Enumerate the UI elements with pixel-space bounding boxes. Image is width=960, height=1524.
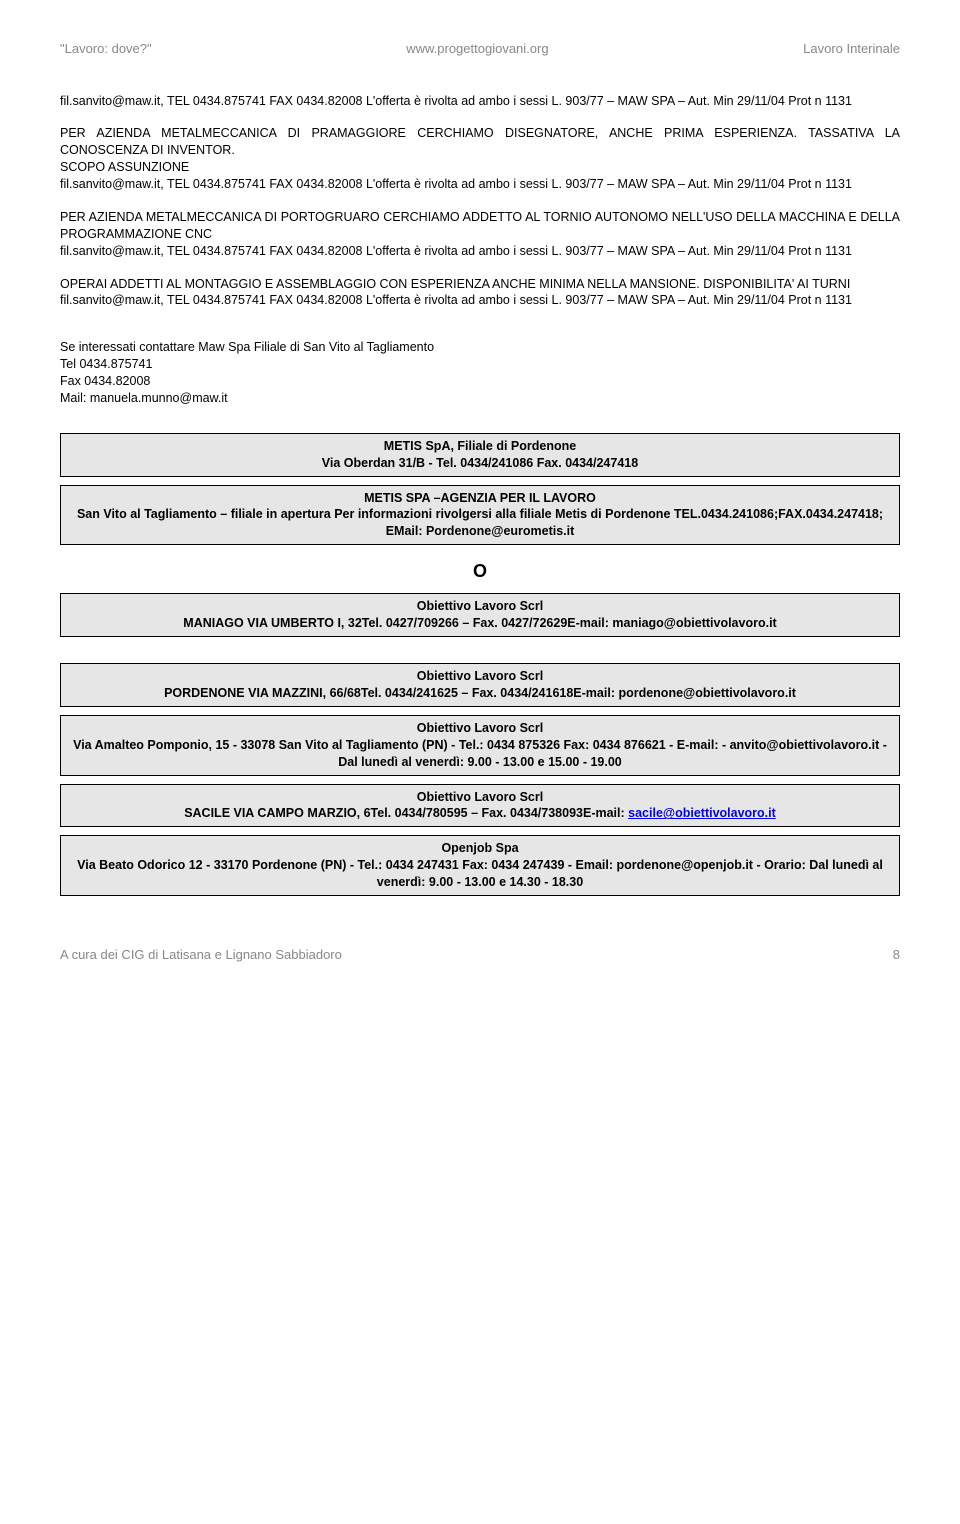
metis2-line2: San Vito al Tagliamento – filiale in ape…: [67, 506, 893, 540]
metis1-line1: METIS SpA, Filiale di Pordenone: [67, 438, 893, 455]
ob2-line2: PORDENONE VIA MAZZINI, 66/68Tel. 0434/24…: [67, 685, 893, 702]
header-center: www.progettogiovani.org: [406, 40, 548, 58]
header-left: "Lavoro: dove?": [60, 40, 152, 58]
page-header: "Lavoro: dove?" www.progettogiovani.org …: [60, 40, 900, 58]
p2-text1: PER AZIENDA METALMECCANICA DI PRAMAGGIOR…: [60, 126, 900, 157]
openjob-line2: Via Beato Odorico 12 - 33170 Pordenone (…: [67, 857, 893, 891]
contact-line3: Fax 0434.82008: [60, 374, 150, 388]
ob3-line2: Via Amalteo Pomponio, 15 - 33078 San Vit…: [67, 737, 893, 771]
p3-text2: fil.sanvito@maw.it, TEL 0434.875741 FAX …: [60, 244, 852, 258]
box-obiettivo-3: Obiettivo Lavoro Scrl Via Amalteo Pompon…: [60, 715, 900, 776]
ob1-line1: Obiettivo Lavoro Scrl: [67, 598, 893, 615]
p4-text2: fil.sanvito@maw.it, TEL 0434.875741 FAX …: [60, 293, 852, 307]
ob4-line2: SACILE VIA CAMPO MARZIO, 6Tel. 0434/7805…: [67, 805, 893, 822]
paragraph-2: PER AZIENDA METALMECCANICA DI PRAMAGGIOR…: [60, 125, 900, 193]
box-obiettivo-4: Obiettivo Lavoro Scrl SACILE VIA CAMPO M…: [60, 784, 900, 828]
box-openjob: Openjob Spa Via Beato Odorico 12 - 33170…: [60, 835, 900, 896]
contact-block: Se interessati contattare Maw Spa Filial…: [60, 339, 900, 407]
openjob-line1: Openjob Spa: [67, 840, 893, 857]
footer-left: A cura dei CIG di Latisana e Lignano Sab…: [60, 946, 342, 964]
ob4-email-link[interactable]: sacile@obiettivolavoro.it: [628, 806, 776, 820]
page-footer: A cura dei CIG di Latisana e Lignano Sab…: [60, 946, 900, 964]
metis2-line1: METIS SPA –AGENZIA PER IL LAVORO: [67, 490, 893, 507]
ob3-line1: Obiettivo Lavoro Scrl: [67, 720, 893, 737]
contact-line2: Tel 0434.875741: [60, 357, 152, 371]
p3-text1: PER AZIENDA METALMECCANICA DI PORTOGRUAR…: [60, 210, 900, 241]
paragraph-1: fil.sanvito@maw.it, TEL 0434.875741 FAX …: [60, 93, 900, 110]
ob4-line1: Obiettivo Lavoro Scrl: [67, 789, 893, 806]
box-obiettivo-2: Obiettivo Lavoro Scrl PORDENONE VIA MAZZ…: [60, 663, 900, 707]
p2-text2: SCOPO ASSUNZIONE: [60, 160, 189, 174]
ob4-text: SACILE VIA CAMPO MARZIO, 6Tel. 0434/7805…: [184, 806, 628, 820]
box-metis-1: METIS SpA, Filiale di Pordenone Via Ober…: [60, 433, 900, 477]
ob1-line2: MANIAGO VIA UMBERTO I, 32Tel. 0427/70926…: [67, 615, 893, 632]
box-obiettivo-1: Obiettivo Lavoro Scrl MANIAGO VIA UMBERT…: [60, 593, 900, 637]
section-letter-o: O: [60, 559, 900, 583]
metis1-line2: Via Oberdan 31/B - Tel. 0434/241086 Fax.…: [67, 455, 893, 472]
contact-line4: Mail: manuela.munno@maw.it: [60, 391, 228, 405]
footer-page-number: 8: [893, 946, 900, 964]
paragraph-4: OPERAI ADDETTI AL MONTAGGIO E ASSEMBLAGG…: [60, 276, 900, 310]
p1-text: fil.sanvito@maw.it, TEL 0434.875741 FAX …: [60, 94, 852, 108]
ob2-line1: Obiettivo Lavoro Scrl: [67, 668, 893, 685]
p4-text1: OPERAI ADDETTI AL MONTAGGIO E ASSEMBLAGG…: [60, 277, 850, 291]
box-metis-2: METIS SPA –AGENZIA PER IL LAVORO San Vit…: [60, 485, 900, 546]
p2-text3: fil.sanvito@maw.it, TEL 0434.875741 FAX …: [60, 177, 852, 191]
contact-line1: Se interessati contattare Maw Spa Filial…: [60, 340, 434, 354]
header-right: Lavoro Interinale: [803, 40, 900, 58]
paragraph-3: PER AZIENDA METALMECCANICA DI PORTOGRUAR…: [60, 209, 900, 260]
